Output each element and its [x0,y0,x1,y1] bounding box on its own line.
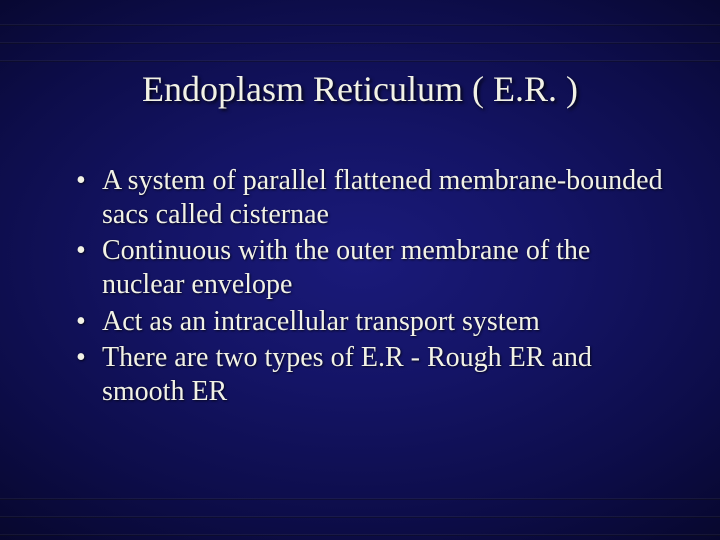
bullet-item: There are two types of E.R - Rough ER an… [72,341,670,409]
body-container: A system of parallel flattened membrane-… [72,164,670,411]
bullet-item: Act as an intracellular transport system [72,305,670,339]
decor-rule-bottom-3 [0,534,720,536]
decor-rule-top-2 [0,42,720,44]
bullet-list: A system of parallel flattened membrane-… [72,164,670,409]
decor-rule-bottom-2 [0,516,720,518]
bullet-item: A system of parallel flattened membrane-… [72,164,670,232]
slide-title: Endoplasm Reticulum ( E.R. ) [0,68,720,110]
decor-rule-top-3 [0,60,720,62]
bullet-item: Continuous with the outer membrane of th… [72,234,670,302]
decor-rule-bottom-1 [0,498,720,500]
title-container: Endoplasm Reticulum ( E.R. ) [0,68,720,110]
decor-rule-top-1 [0,24,720,26]
